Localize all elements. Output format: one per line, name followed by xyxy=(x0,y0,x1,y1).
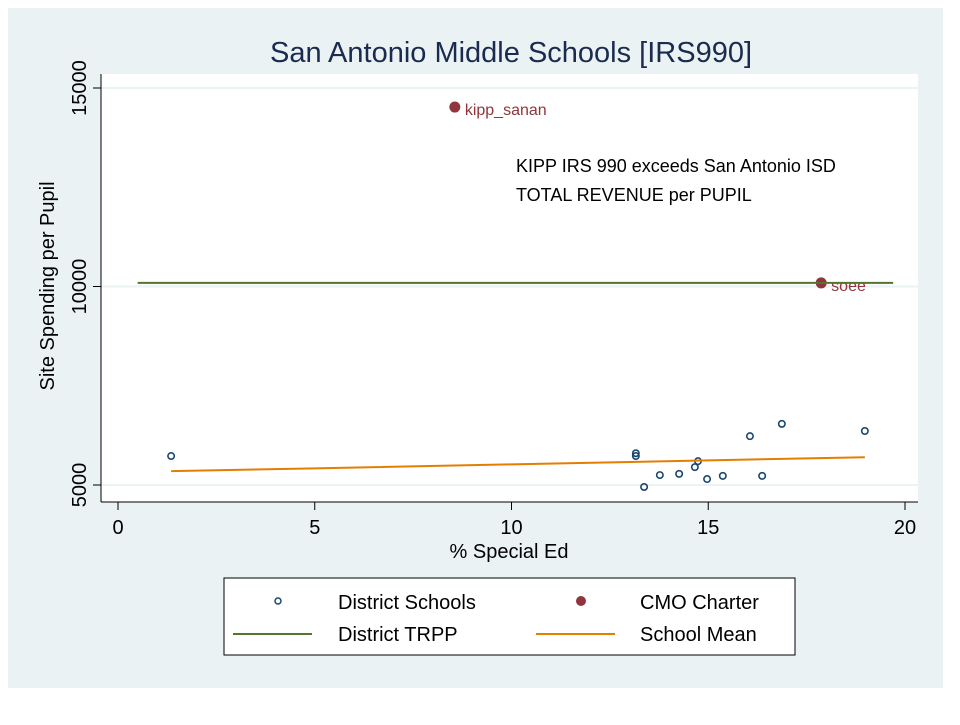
y-tick-label: 10000 xyxy=(69,259,91,315)
legend-symbol-district-schools xyxy=(274,597,282,605)
legend-label: School Mean xyxy=(640,624,757,646)
legend-label: CMO Charter xyxy=(640,592,759,614)
plot-area xyxy=(101,74,918,502)
district-schools-point xyxy=(860,427,869,436)
district-schools-point xyxy=(777,419,786,428)
point-label: kipp_sanan xyxy=(465,102,547,119)
district-schools-point xyxy=(718,471,727,480)
legend: District Schools CMO Charter District TR… xyxy=(223,577,796,656)
district-schools-point xyxy=(758,471,767,480)
school-mean-line xyxy=(171,456,865,473)
district-schools-point xyxy=(703,475,712,484)
y-tick-label: 15000 xyxy=(69,60,91,116)
district-schools-point xyxy=(167,452,176,461)
district-schools-point xyxy=(745,432,754,441)
district-schools-point xyxy=(640,482,649,491)
y-axis-label: Site Spending per Pupil xyxy=(37,181,59,390)
district-schools-point xyxy=(631,452,640,461)
x-tick-label: 5 xyxy=(309,517,320,539)
y-tick-label: 5000 xyxy=(69,463,91,508)
district-schools-point xyxy=(675,469,684,478)
x-tick-label: 20 xyxy=(894,517,916,539)
chart-title: San Antonio Middle Schools [IRS990] xyxy=(270,37,752,69)
legend-label: District TRPP xyxy=(338,624,458,646)
x-tick-label: 10 xyxy=(500,517,522,539)
x-tick-label: 0 xyxy=(112,517,123,539)
point-label: soee xyxy=(831,278,866,295)
cmo-charter-point xyxy=(449,101,461,113)
legend-label: District Schools xyxy=(338,592,476,614)
x-axis-label: % Special Ed xyxy=(450,541,569,563)
district-schools-point xyxy=(655,471,664,480)
annotation-line-2: TOTAL REVENUE per PUPIL xyxy=(516,185,752,205)
annotation-line-1: KIPP IRS 990 exceeds San Antonio ISD xyxy=(516,156,836,176)
legend-symbol-cmo-charter xyxy=(576,596,586,606)
district-schools-point xyxy=(690,463,699,472)
district-schools-point xyxy=(631,449,640,458)
x-tick-label: 15 xyxy=(697,517,719,539)
